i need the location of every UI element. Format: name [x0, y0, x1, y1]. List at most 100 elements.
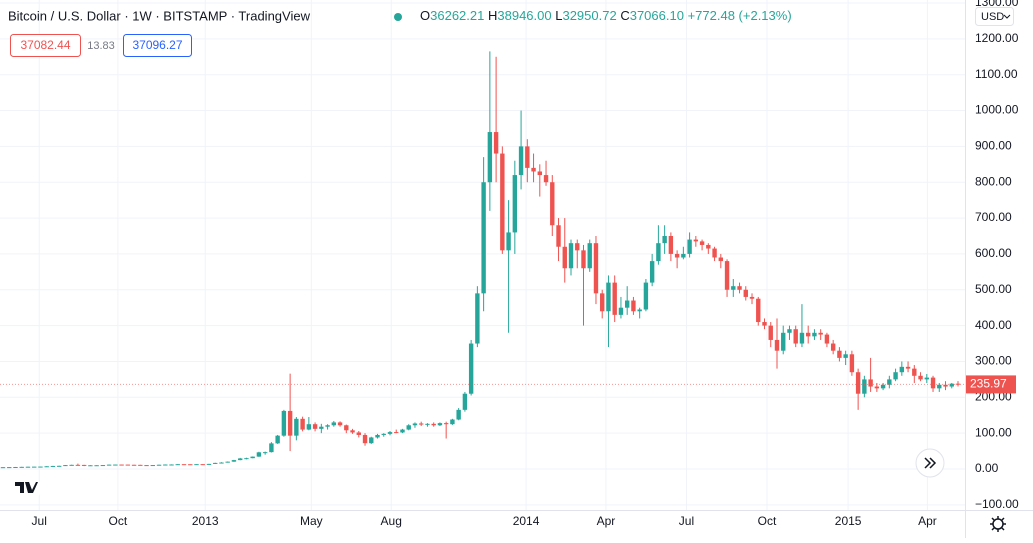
- ohlc-value: 32950.72: [562, 8, 616, 23]
- candle-body: [587, 243, 592, 269]
- candle-body: [256, 452, 262, 457]
- candle-body: [450, 419, 455, 425]
- candle-body: [262, 452, 268, 454]
- candle-body: [131, 464, 137, 466]
- symbol-title: Bitcoin / U.S. Dollar · 1W · BITSTAMP · …: [8, 8, 311, 23]
- tv-logo: [15, 482, 38, 493]
- candle-body: [56, 465, 62, 467]
- ask-price[interactable]: 37096.27: [132, 38, 182, 52]
- bid-price[interactable]: 37082.44: [20, 38, 70, 52]
- candle-body: [213, 462, 218, 464]
- y-tick-label: 1000.00: [975, 103, 1019, 117]
- x-tick-label: 2015: [835, 514, 862, 528]
- candle-body: [88, 465, 93, 467]
- candle-body: [188, 464, 193, 466]
- candle-body: [699, 241, 705, 245]
- candle-body: [930, 377, 936, 389]
- y-tick-label: 800.00: [975, 174, 1012, 188]
- grid: [0, 0, 965, 510]
- candle-body: [600, 293, 605, 312]
- candle-body: [25, 466, 31, 468]
- candle-body: [163, 464, 168, 466]
- candle-body: [431, 423, 436, 426]
- candle-body: [75, 464, 81, 466]
- candle-body: [899, 366, 905, 373]
- candle-body: [81, 464, 87, 466]
- candle-body: [830, 343, 836, 351]
- candle-body: [493, 132, 499, 154]
- y-tick-label: 1300.00: [975, 0, 1019, 9]
- candle-body: [905, 366, 911, 369]
- candle-body: [774, 339, 780, 351]
- candle-body: [924, 377, 929, 380]
- candle-body: [150, 465, 156, 467]
- candle-body: [787, 329, 792, 333]
- candle-body: [918, 375, 923, 380]
- candle-body: [0, 467, 6, 469]
- candle-body: [912, 368, 917, 376]
- candle-body: [737, 286, 742, 290]
- candle-body: [437, 423, 443, 426]
- candle-body: [531, 167, 536, 172]
- candle-body: [169, 464, 174, 466]
- candle-body: [181, 464, 187, 466]
- candles: [0, 51, 961, 469]
- candle-body: [887, 379, 892, 385]
- candle-body: [537, 171, 542, 176]
- candle-body: [281, 410, 287, 436]
- candle-body: [275, 435, 280, 444]
- candle-body: [250, 456, 255, 459]
- candle-body: [144, 465, 149, 467]
- ohlc-value: 38946.00: [497, 8, 551, 23]
- candle-body: [375, 434, 380, 438]
- x-tick-label: 2013: [192, 514, 219, 528]
- candle-body: [949, 383, 954, 387]
- candle-body: [756, 298, 761, 323]
- candle-body: [231, 460, 237, 462]
- candle-body: [125, 464, 131, 466]
- candle-body: [868, 379, 873, 387]
- candle-body: [581, 250, 586, 269]
- y-tick-label: 300.00: [975, 354, 1012, 368]
- candle-body: [525, 146, 530, 168]
- candle-body: [175, 464, 180, 466]
- candle-body: [219, 462, 224, 464]
- candle-body: [793, 329, 798, 344]
- candle-body: [743, 289, 748, 297]
- candle-body: [419, 423, 424, 425]
- y-tick-label: 100.00: [975, 425, 1012, 439]
- candle-body: [325, 425, 330, 427]
- candle-body: [687, 239, 692, 254]
- candle-body: [837, 350, 842, 358]
- candle-body: [456, 409, 461, 420]
- candle-body: [637, 309, 642, 312]
- candle-body: [818, 332, 823, 335]
- candle-body: [862, 379, 867, 394]
- candle-body: [138, 464, 143, 466]
- candle-body: [443, 423, 449, 425]
- candle-body: [749, 296, 755, 299]
- candle-body: [943, 384, 948, 387]
- candle-body: [543, 175, 549, 183]
- change: +772.48 (+2.13%): [688, 8, 792, 23]
- last-price-box: [966, 375, 1016, 394]
- candle-body: [94, 465, 99, 467]
- candle-body: [481, 182, 486, 294]
- candle-body: [550, 182, 555, 226]
- buy-box[interactable]: [123, 34, 192, 57]
- y-tick-label: −100.00: [975, 497, 1019, 511]
- currency[interactable]: USD: [981, 11, 1004, 23]
- tv-logo-bg: [11, 473, 41, 503]
- candle-body: [712, 248, 717, 258]
- currency-dropdown[interactable]: [975, 7, 1014, 26]
- candle-body: [287, 410, 293, 436]
- candle-body: [612, 282, 617, 315]
- candle-body: [294, 418, 299, 436]
- x-tick-label: May: [300, 514, 323, 528]
- candle-body: [518, 146, 524, 176]
- candle-body: [781, 332, 786, 351]
- market-status-dot: [394, 13, 402, 21]
- candle-body: [506, 232, 511, 251]
- sell-box[interactable]: [10, 34, 81, 57]
